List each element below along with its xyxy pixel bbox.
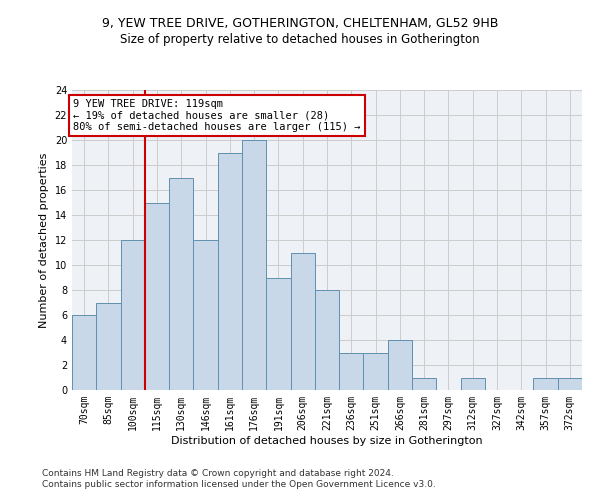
- Bar: [315, 290, 339, 390]
- Bar: [96, 302, 121, 390]
- Y-axis label: Number of detached properties: Number of detached properties: [39, 152, 49, 328]
- Bar: [242, 140, 266, 390]
- Bar: [72, 315, 96, 390]
- Bar: [339, 352, 364, 390]
- X-axis label: Distribution of detached houses by size in Gotherington: Distribution of detached houses by size …: [171, 436, 483, 446]
- Text: 9 YEW TREE DRIVE: 119sqm
← 19% of detached houses are smaller (28)
80% of semi-d: 9 YEW TREE DRIVE: 119sqm ← 19% of detach…: [73, 99, 361, 132]
- Bar: [121, 240, 145, 390]
- Text: Contains public sector information licensed under the Open Government Licence v3: Contains public sector information licen…: [42, 480, 436, 489]
- Bar: [364, 352, 388, 390]
- Text: Contains HM Land Registry data © Crown copyright and database right 2024.: Contains HM Land Registry data © Crown c…: [42, 468, 394, 477]
- Text: Size of property relative to detached houses in Gotherington: Size of property relative to detached ho…: [120, 32, 480, 46]
- Bar: [193, 240, 218, 390]
- Bar: [266, 278, 290, 390]
- Bar: [145, 202, 169, 390]
- Bar: [218, 152, 242, 390]
- Bar: [412, 378, 436, 390]
- Bar: [290, 252, 315, 390]
- Bar: [388, 340, 412, 390]
- Bar: [558, 378, 582, 390]
- Bar: [461, 378, 485, 390]
- Text: 9, YEW TREE DRIVE, GOTHERINGTON, CHELTENHAM, GL52 9HB: 9, YEW TREE DRIVE, GOTHERINGTON, CHELTEN…: [102, 18, 498, 30]
- Bar: [533, 378, 558, 390]
- Bar: [169, 178, 193, 390]
